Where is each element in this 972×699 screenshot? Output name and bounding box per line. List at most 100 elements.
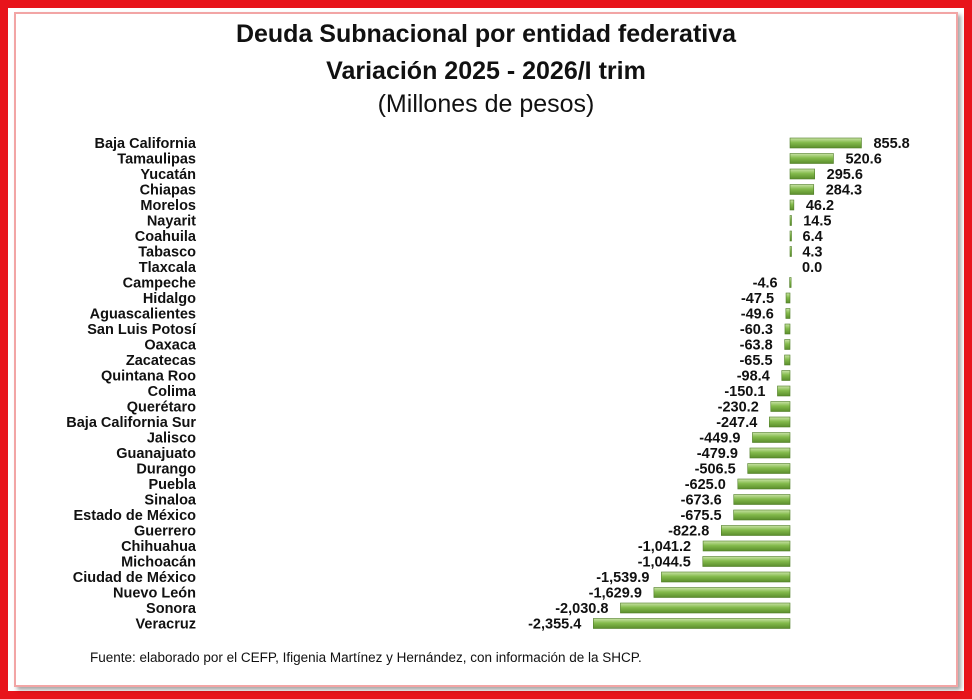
value-label: -63.8 — [740, 338, 773, 354]
category-label: Oaxaca — [144, 338, 197, 354]
bar — [785, 308, 791, 319]
bar — [593, 618, 791, 629]
value-label: -247.4 — [716, 415, 757, 431]
value-label: -1,041.2 — [638, 539, 691, 555]
bar — [789, 137, 862, 149]
chart-unit-label: (Millones de pesos) — [377, 90, 595, 118]
category-label: Colima — [148, 384, 197, 400]
value-label: -47.5 — [741, 291, 774, 307]
value-label: 295.6 — [827, 167, 863, 183]
value-label: -449.9 — [699, 431, 740, 447]
category-label: Coahuila — [135, 229, 197, 245]
value-label: -1,629.9 — [589, 586, 642, 602]
value-label: 4.3 — [802, 245, 822, 261]
bar — [777, 385, 791, 397]
bar — [661, 571, 791, 583]
bar — [789, 184, 815, 195]
value-label: -675.5 — [680, 508, 721, 524]
bar — [702, 540, 791, 552]
category-label: San Luis Potosí — [87, 322, 197, 338]
bar — [769, 416, 791, 428]
bar — [749, 447, 791, 459]
chart-subtitle: Variación 2025 - 2026/I trim — [326, 57, 646, 85]
value-label: 6.4 — [803, 229, 823, 245]
bar — [733, 494, 791, 505]
category-label: Puebla — [148, 477, 196, 493]
category-label: Chiapas — [140, 183, 196, 199]
value-label: -60.3 — [740, 322, 773, 338]
value-label: -230.2 — [718, 400, 759, 416]
category-label: Sonora — [146, 601, 197, 617]
value-label: 46.2 — [806, 198, 834, 214]
category-label: Campeche — [123, 276, 196, 292]
category-label: Veracruz — [136, 617, 196, 633]
bar — [653, 587, 791, 598]
category-label: Guerrero — [134, 524, 196, 540]
category-label: Tlaxcala — [139, 260, 197, 276]
bar — [781, 370, 791, 381]
category-label: Nayarit — [147, 214, 196, 230]
bar — [733, 509, 791, 521]
category-label: Tabasco — [138, 245, 196, 261]
bar — [784, 323, 791, 335]
category-label: Yucatán — [140, 167, 196, 183]
value-label: -1,044.5 — [638, 555, 691, 571]
bar — [789, 277, 792, 288]
category-label: Zacatecas — [126, 353, 196, 369]
value-label: -65.5 — [739, 353, 772, 369]
category-label: Guanajuato — [116, 446, 196, 462]
bar — [789, 153, 834, 164]
category-label: Querétaro — [127, 400, 196, 416]
bar — [789, 168, 815, 180]
bar — [737, 478, 791, 490]
category-label: Jalisco — [147, 431, 196, 447]
category-label: Michoacán — [121, 555, 196, 571]
category-label: Sinaloa — [144, 493, 197, 509]
value-label: -2,030.8 — [555, 601, 608, 617]
category-label: Baja California — [94, 136, 196, 152]
value-label: -673.6 — [681, 493, 722, 509]
category-label: Baja California Sur — [66, 415, 196, 431]
category-label: Hidalgo — [143, 291, 196, 307]
category-label: Estado de México — [74, 508, 197, 524]
value-label: 520.6 — [845, 152, 881, 168]
bar — [784, 339, 791, 350]
bar — [702, 556, 791, 567]
bar — [747, 463, 791, 474]
value-label: -506.5 — [695, 462, 736, 478]
value-label: -4.6 — [753, 276, 778, 292]
value-label: -150.1 — [724, 384, 765, 400]
value-label: -98.4 — [737, 369, 770, 385]
bar — [785, 292, 791, 304]
bar — [789, 246, 792, 257]
value-label: -1,539.9 — [596, 570, 649, 586]
bar — [789, 199, 795, 211]
category-label: Durango — [136, 462, 196, 478]
value-label: -822.8 — [668, 524, 709, 540]
chart-panel — [14, 12, 958, 687]
chart-title: Deuda Subnacional por entidad federativa — [235, 20, 737, 48]
bar — [789, 230, 792, 242]
category-label: Chihuahua — [121, 539, 197, 555]
category-label: Aguascalientes — [90, 307, 196, 323]
value-label: -625.0 — [685, 477, 726, 493]
bar — [752, 432, 791, 443]
value-label: 284.3 — [826, 183, 862, 199]
category-label: Nuevo León — [113, 586, 196, 602]
bar — [720, 525, 791, 536]
bar — [620, 602, 791, 614]
value-label: -49.6 — [741, 307, 774, 323]
source-note: Fuente: elaborado por el CEFP, Ifigenia … — [90, 650, 642, 665]
category-label: Quintana Roo — [101, 369, 196, 385]
value-label: -2,355.4 — [528, 617, 581, 633]
value-label: 14.5 — [803, 214, 831, 230]
bar — [784, 354, 791, 366]
value-label: 0.0 — [802, 260, 822, 276]
value-label: 855.8 — [873, 136, 909, 152]
bar — [770, 401, 791, 412]
category-label: Tamaulipas — [117, 152, 196, 168]
bar — [789, 215, 792, 226]
category-label: Morelos — [140, 198, 196, 214]
category-label: Ciudad de México — [73, 570, 196, 586]
